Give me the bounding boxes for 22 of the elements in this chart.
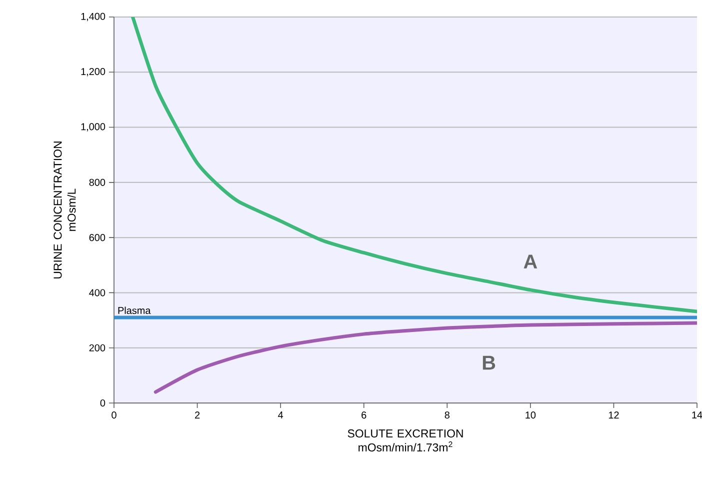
y-tick-label: 400 xyxy=(89,289,106,296)
ref-line-label: Plasma xyxy=(118,306,151,314)
x-tick-label: 4 xyxy=(278,412,284,418)
x-tick-label: 6 xyxy=(362,412,366,419)
y-tick-label: 1,200 xyxy=(81,68,106,76)
x-tick-label: 0 xyxy=(112,412,116,419)
line-series xyxy=(154,321,698,394)
y-tick-label: 600 xyxy=(89,234,106,242)
x-tick-label: 10 xyxy=(526,412,536,419)
y-tick-label: 1,000 xyxy=(81,123,106,132)
y-tick-label: 800 xyxy=(89,178,106,186)
y-tick-label: 1,400 xyxy=(81,12,106,22)
x-tick-label: 14 xyxy=(692,412,702,418)
x-tick-label: 2 xyxy=(195,412,200,418)
y-tick-label: 200 xyxy=(89,344,106,352)
x-tick-label: 12 xyxy=(608,412,619,418)
series-label: A xyxy=(524,254,538,268)
series-label: B xyxy=(482,356,496,370)
x-tick-label: 8 xyxy=(444,412,450,419)
y-tick-label: 0 xyxy=(100,399,106,407)
x-axis-title: SOLUTE EXCRETION mOsm/min/1.73m$^{2}$ xyxy=(348,429,463,452)
y-axis-title: URINE CONCENTRATION mOsm/L xyxy=(54,142,76,278)
